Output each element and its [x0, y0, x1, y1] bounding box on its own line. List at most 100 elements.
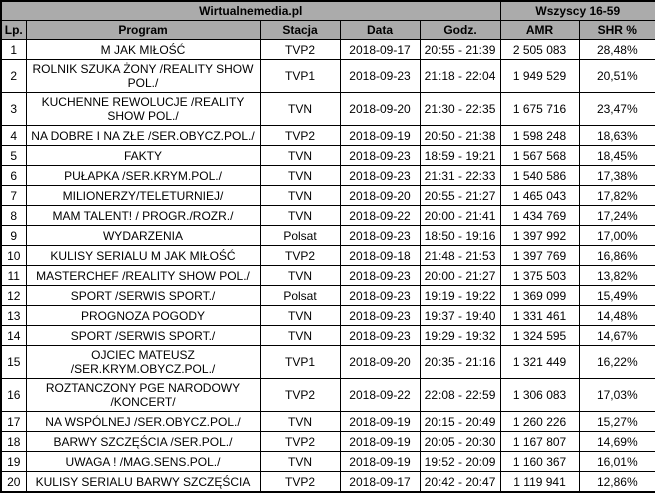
table-row: 17 NA WSPÓLNEJ /SER.OBYCZ.POL./TVN 2018-09… [0, 411, 655, 432]
cell-program: ROLNIK SZUKA ŻONY /REALITY SHOW POL./ [25, 59, 261, 93]
cell-godz: 20:15 - 20:49 [419, 411, 501, 432]
cell-amr: 1 465 043 [499, 185, 580, 206]
cell-lp: 17 [0, 411, 27, 432]
cell-godz: 20:55 - 21:39 [419, 39, 501, 60]
cell-godz: 18:59 - 19:21 [419, 145, 501, 166]
table-row: 13 PROGNOZA POGODY TVN 2018-09-23 19:37 - 19… [0, 305, 655, 326]
cell-program: KULISY SERIALU BARWY SZCZĘŚCIA [25, 471, 261, 493]
cell-shr: 28,48% [578, 39, 655, 60]
cell-data: 2018-09-20 [339, 345, 421, 379]
table-row: 11 MASTERCHEF /REALITY SHOW POL./TVN 2018-… [0, 265, 655, 286]
cell-data: 2018-09-22 [339, 205, 421, 226]
cell-shr: 13,82% [578, 265, 655, 286]
cell-data: 2018-09-23 [339, 145, 421, 166]
cell-program: KUCHENNE REWOLUCJE /REALITY SHOW POL./ [25, 92, 261, 126]
cell-shr: 15,27% [578, 411, 655, 432]
cell-shr: 16,22% [578, 345, 655, 379]
column-header-lp: Lp. [0, 20, 27, 40]
column-header-amr: AMR [499, 20, 580, 40]
cell-lp: 13 [0, 305, 27, 326]
table-row: 20 KULISY SERIALU BARWY SZCZĘŚCIA TVP2 2018… [0, 471, 655, 493]
cell-stacja: TVN [259, 305, 341, 326]
cell-program: M JAK MIŁOŚĆ [25, 39, 261, 60]
column-header-row: Lp. Program Stacja Data Godz. AMR SHR % [0, 20, 655, 40]
cell-stacja: TVP2 [259, 39, 341, 60]
cell-stacja: TVP2 [259, 125, 341, 146]
cell-shr: 16,86% [578, 245, 655, 266]
source-header-row: Wirtualnemedia.pl Wszyscy 16-59 [0, 0, 655, 21]
cell-godz: 21:48 - 21:53 [419, 245, 501, 266]
cell-data: 2018-09-20 [339, 92, 421, 126]
cell-program: SPORT /SERWIS SPORT./ [25, 325, 261, 346]
cell-stacja: TVP1 [259, 345, 341, 379]
cell-amr: 1 598 248 [499, 125, 580, 146]
cell-data: 2018-09-23 [339, 265, 421, 286]
cell-amr: 1 369 099 [499, 285, 580, 306]
cell-godz: 22:08 - 22:59 [419, 378, 501, 412]
cell-shr: 16,01% [578, 451, 655, 472]
cell-stacja: TVP2 [259, 471, 341, 493]
demographic-title: Wszyscy 16-59 [499, 0, 655, 21]
cell-data: 2018-09-19 [339, 431, 421, 452]
cell-shr: 14,48% [578, 305, 655, 326]
cell-lp: 1 [0, 39, 27, 60]
cell-godz: 21:18 - 22:04 [419, 59, 501, 93]
cell-program: MAM TALENT! / PROGR./ROZR./ [25, 205, 261, 226]
cell-godz: 19:19 - 19:22 [419, 285, 501, 306]
cell-program: OJCIEC MATEUSZ /SER.KRYM.OBYCZ.POL./ [25, 345, 261, 379]
cell-amr: 1 119 941 [499, 471, 580, 493]
cell-data: 2018-09-23 [339, 325, 421, 346]
column-header-shr: SHR % [578, 20, 655, 40]
cell-lp: 2 [0, 59, 27, 93]
cell-stacja: TVN [259, 145, 341, 166]
cell-program: PUŁAPKA /SER.KRYM.POL./ [25, 165, 261, 186]
table-row: 19 UWAGA ! /MAG.SENS.POL./TVN 2018-09-19 19… [0, 451, 655, 472]
source-title: Wirtualnemedia.pl [0, 0, 501, 21]
cell-godz: 19:37 - 19:40 [419, 305, 501, 326]
cell-data: 2018-09-19 [339, 451, 421, 472]
cell-data: 2018-09-17 [339, 471, 421, 493]
cell-amr: 1 324 595 [499, 325, 580, 346]
cell-amr: 1 675 716 [499, 92, 580, 126]
cell-stacja: TVN [259, 205, 341, 226]
table-row: 8 MAM TALENT! / PROGR./ROZR./TVN 2018-09-2… [0, 205, 655, 226]
cell-program: NA DOBRE I NA ZŁE /SER.OBYCZ.POL./ [25, 125, 261, 146]
table-row: 6 PUŁAPKA /SER.KRYM.POL./TVN 2018-09-23 21:… [0, 165, 655, 186]
cell-program: BARWY SZCZĘŚCIA /SER.POL./ [25, 431, 261, 452]
cell-data: 2018-09-17 [339, 39, 421, 60]
cell-lp: 5 [0, 145, 27, 166]
cell-data: 2018-09-19 [339, 125, 421, 146]
cell-stacja: Polsat [259, 285, 341, 306]
cell-data: 2018-09-18 [339, 245, 421, 266]
cell-program: FAKTY [25, 145, 261, 166]
cell-lp: 9 [0, 225, 27, 246]
cell-data: 2018-09-23 [339, 165, 421, 186]
cell-godz: 20:05 - 20:30 [419, 431, 501, 452]
cell-amr: 1 397 769 [499, 245, 580, 266]
column-header-stacja: Stacja [259, 20, 341, 40]
cell-lp: 4 [0, 125, 27, 146]
column-header-godz: Godz. [419, 20, 501, 40]
cell-shr: 23,47% [578, 92, 655, 126]
cell-shr: 15,49% [578, 285, 655, 306]
cell-lp: 8 [0, 205, 27, 226]
cell-godz: 20:55 - 21:27 [419, 185, 501, 206]
table-row: 10 KULISY SERIALU M JAK MIŁOŚĆ TVP2 2018-09… [0, 245, 655, 266]
table-row: 14 SPORT /SERWIS SPORT./TVN 2018-09-23 19:2… [0, 325, 655, 346]
cell-amr: 1 306 083 [499, 378, 580, 412]
cell-lp: 18 [0, 431, 27, 452]
table-row: 16 ROZTANCZONY PGE NARODOWY /KONCERT/TVP2… [0, 378, 655, 412]
table-row: 5 FAKTY TVN 2018-09-23 18:59 - 19:21 1 567 56… [0, 145, 655, 166]
cell-data: 2018-09-23 [339, 305, 421, 326]
cell-stacja: TVN [259, 265, 341, 286]
cell-amr: 1 949 529 [499, 59, 580, 93]
cell-data: 2018-09-23 [339, 285, 421, 306]
cell-stacja: TVP2 [259, 431, 341, 452]
cell-amr: 1 434 769 [499, 205, 580, 226]
cell-program: KULISY SERIALU M JAK MIŁOŚĆ [25, 245, 261, 266]
cell-program: WYDARZENIA [25, 225, 261, 246]
cell-shr: 17,03% [578, 378, 655, 412]
cell-amr: 1 167 807 [499, 431, 580, 452]
